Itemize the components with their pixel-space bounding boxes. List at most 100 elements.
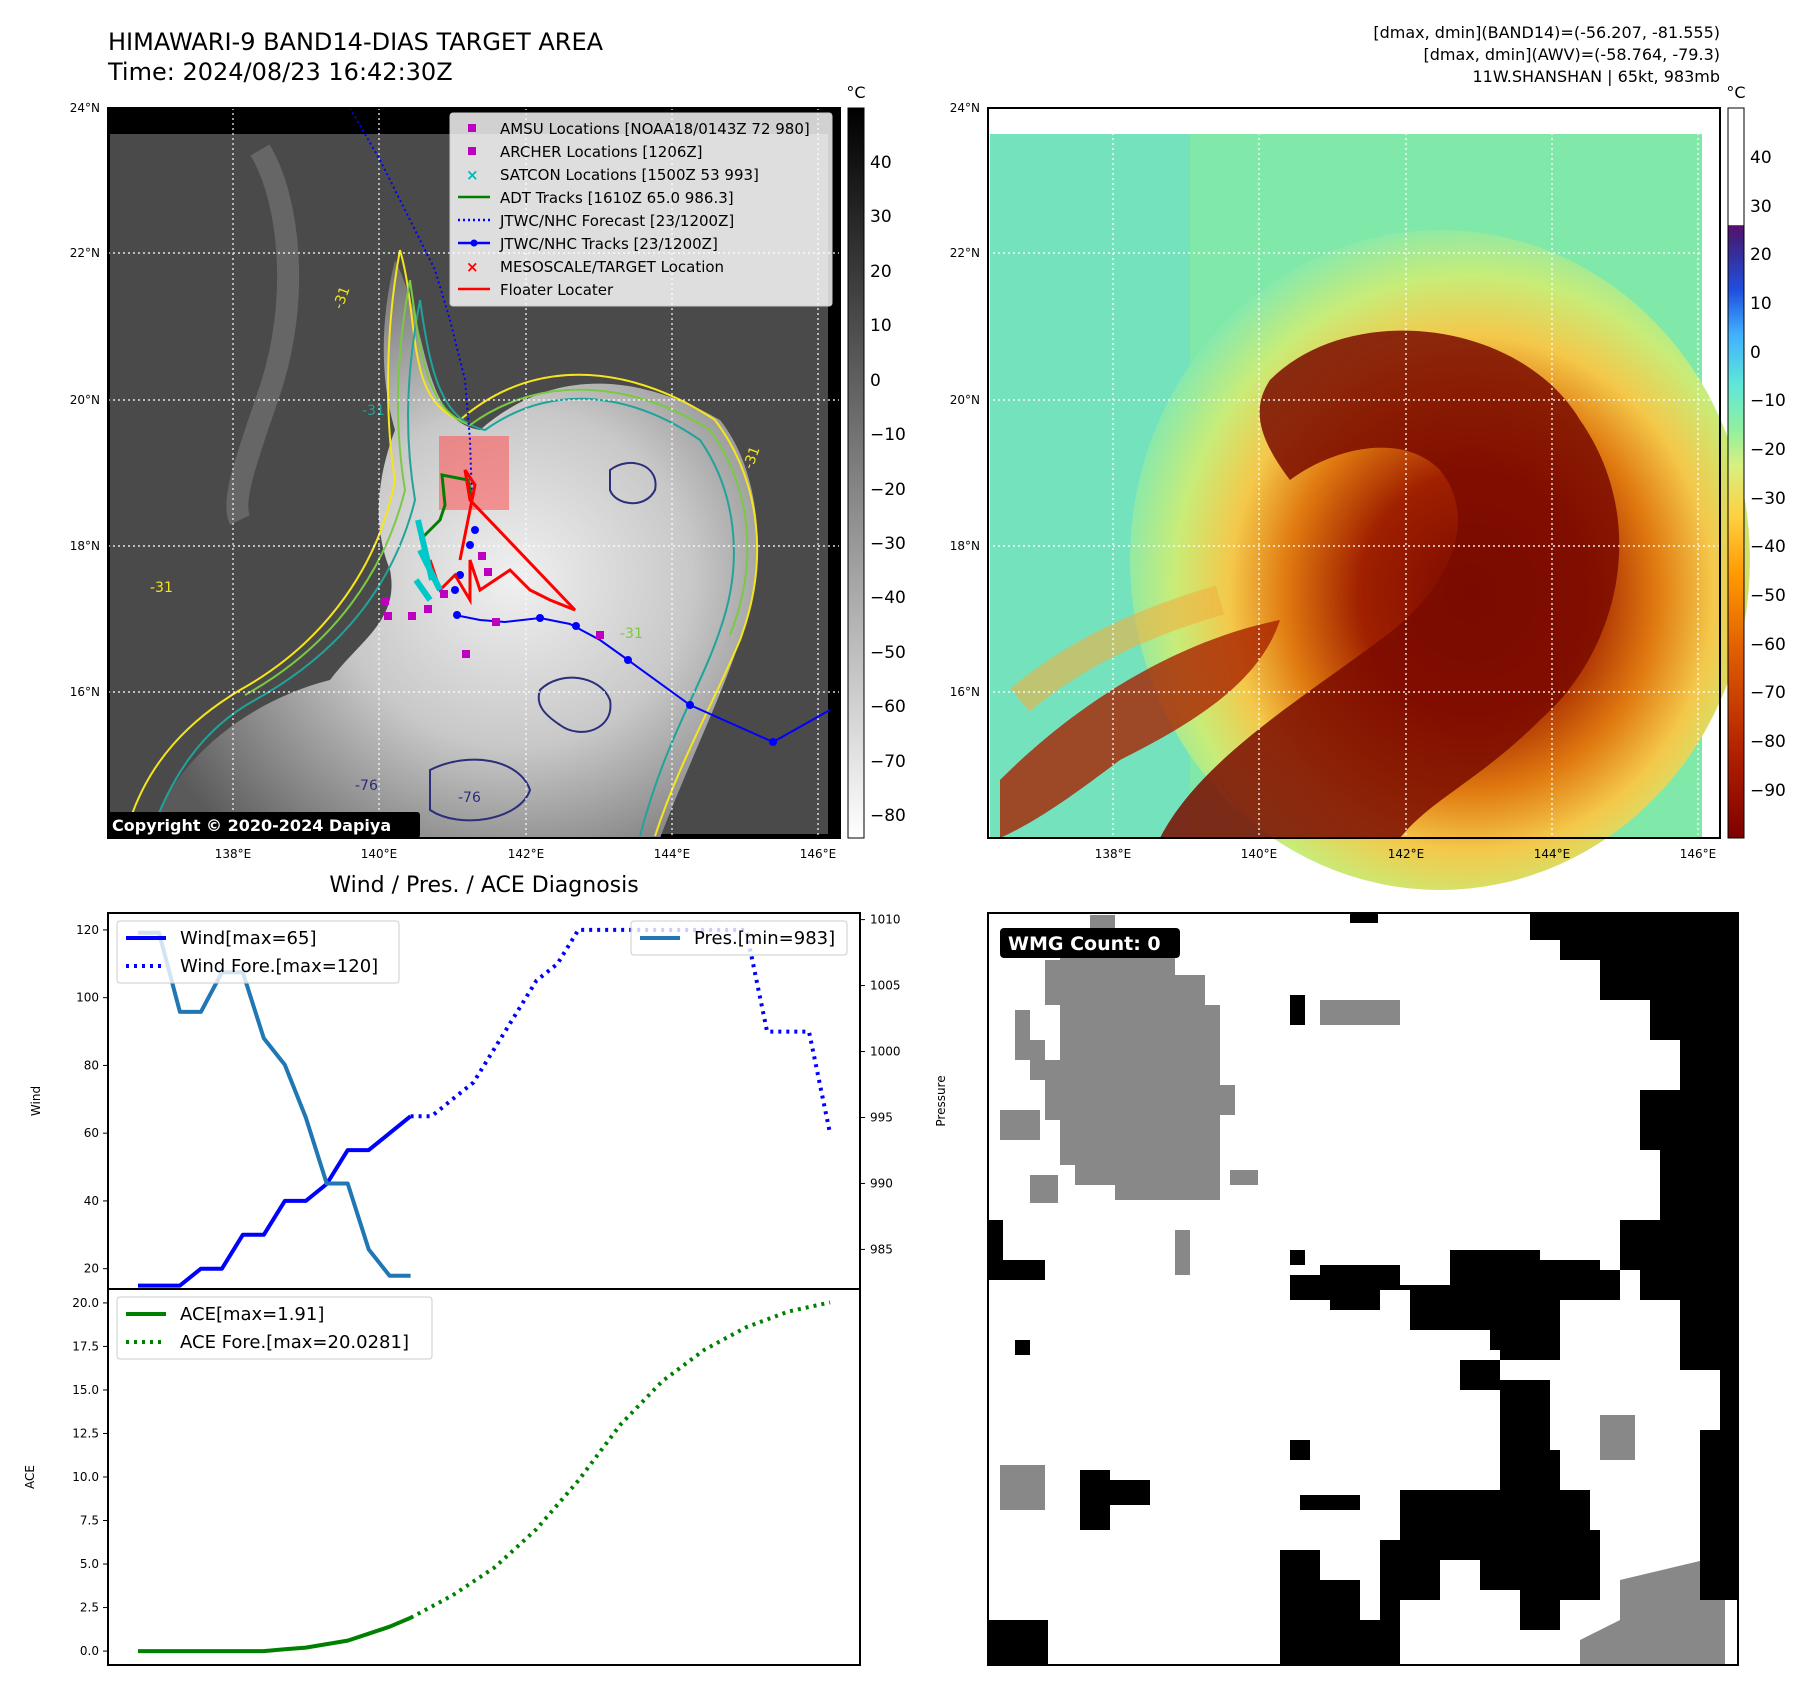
copyright-text: Copyright © 2020-2024 Dapiya: [112, 816, 391, 835]
wmg-count-label: WMG Count: 0: [1008, 933, 1161, 955]
contour-label: -31: [150, 580, 173, 596]
ir-lat-ticks: 24°N 22°N 20°N 18°N 16°N: [70, 101, 100, 699]
svg-text:18°N: 18°N: [950, 539, 980, 553]
pressure-ytick-label: 1010: [870, 913, 901, 927]
ir-colorbar: °C 40 30 20 10 0 −10 −20 −30 −40 −50 −60…: [846, 83, 906, 839]
legend-adt: ADT Tracks [1610Z 65.0 986.3]: [500, 189, 734, 207]
ace-ytick-label: 17.5: [72, 1339, 99, 1353]
svg-text:−90: −90: [1750, 781, 1786, 801]
wind-ytick-label: 100: [76, 991, 99, 1005]
svg-text:−50: −50: [1750, 586, 1786, 606]
svg-text:142°E: 142°E: [1388, 847, 1425, 861]
svg-text:−10: −10: [870, 425, 906, 445]
svg-text:24°N: 24°N: [950, 101, 980, 115]
wind-ytick-label: 20: [84, 1262, 99, 1276]
floater-track: [428, 469, 577, 612]
ace-ytick-label: 20.0: [72, 1296, 99, 1310]
ace-ytick-label: 12.5: [72, 1426, 99, 1440]
svg-text:−20: −20: [870, 480, 906, 500]
svg-text:138°E: 138°E: [215, 847, 252, 861]
pressure-ytick-label: 995: [870, 1110, 893, 1124]
jtwc-track-points: [451, 526, 777, 746]
svg-text:20°N: 20°N: [950, 393, 980, 407]
svg-text:22°N: 22°N: [950, 246, 980, 260]
awv-lon-ticks: 138°E 140°E 142°E 144°E 146°E: [1095, 847, 1717, 861]
ace-legend-forecast: ACE Fore.[max=20.0281]: [180, 1332, 409, 1353]
legend-forecast: JTWC/NHC Forecast [23/1200Z]: [499, 212, 734, 230]
amsu-archer-points: [381, 552, 604, 658]
svg-text:−60: −60: [870, 697, 906, 717]
svg-text:−10: −10: [1750, 391, 1786, 411]
ace-ytick-label: 7.5: [80, 1514, 99, 1528]
wind-legend: Wind[max=65] Wind Fore.[max=120]: [116, 920, 400, 984]
ace-legend-actual: ACE[max=1.91]: [180, 1304, 324, 1325]
contour-navy: [429, 461, 657, 822]
legend-archer-marker: [468, 147, 476, 155]
satcon-marks: [413, 519, 443, 602]
awv-colorbar: °C 40 30 20 10 0 −10 −20 −30 −40 −50 −60…: [1726, 83, 1786, 839]
ir-lon-ticks: 138°E 140°E 142°E 144°E 146°E: [215, 847, 837, 861]
ace-ylabel: ACE: [23, 1465, 37, 1489]
svg-text:30: 30: [1750, 197, 1772, 217]
svg-text:−30: −30: [1750, 489, 1786, 509]
svg-text:−60: −60: [1750, 635, 1786, 655]
svg-text:142°E: 142°E: [508, 847, 545, 861]
wmg-gray-regions: [1000, 913, 1725, 1665]
wmg-black-regions: [988, 913, 1738, 1665]
series-line-wind-forecast: [410, 927, 832, 1134]
jtwc-forecast-track: [349, 107, 473, 501]
wmg-panel: WMG Count: 0: [987, 912, 1739, 1666]
wind-ytick-label: 120: [76, 923, 99, 937]
map-legend: AMSU Locations [NOAA18/0143Z 72 980] ARC…: [449, 112, 833, 307]
svg-text:144°E: 144°E: [1534, 847, 1571, 861]
svg-text:20: 20: [870, 262, 892, 282]
svg-text:−50: −50: [870, 643, 906, 663]
legend-amsu-marker: [468, 124, 476, 132]
pressure-ytick-label: 990: [870, 1176, 893, 1190]
pressure-ytick-label: 1000: [870, 1045, 901, 1059]
svg-text:20: 20: [1750, 245, 1772, 265]
svg-text:140°E: 140°E: [1241, 847, 1278, 861]
title-line-1: HIMAWARI-9 BAND14-DIAS TARGET AREA: [108, 28, 604, 56]
legend-amsu: AMSU Locations [NOAA18/0143Z 72 980]: [500, 120, 810, 138]
svg-text:−70: −70: [1750, 683, 1786, 703]
ace-ytick-label: 2.5: [80, 1601, 99, 1615]
svg-text:−40: −40: [870, 588, 906, 608]
contour-label: -31: [362, 403, 385, 419]
copyright-box: [108, 812, 420, 838]
svg-text:−80: −80: [1750, 732, 1786, 752]
svg-text:40: 40: [1750, 148, 1772, 168]
awv-spiral-core: [1160, 330, 1620, 838]
svg-text:22°N: 22°N: [70, 246, 100, 260]
info-line-1: [dmax, dmin](BAND14)=(-56.207, -81.555): [1373, 23, 1720, 42]
legend-tracks: JTWC/NHC Tracks [23/1200Z]: [499, 235, 718, 253]
wind-legend-actual: Wind[max=65]: [180, 928, 317, 949]
contour-label: -31: [331, 284, 354, 311]
contour-label: -31: [741, 444, 764, 471]
pressure-ytick-label: 1005: [870, 979, 901, 993]
awv-lat-ticks: 24°N 22°N 20°N 18°N 16°N: [950, 101, 980, 699]
svg-text:40: 40: [870, 153, 892, 173]
info-line-3: 11W.SHANSHAN | 65kt, 983mb: [1472, 67, 1720, 86]
series-line-ace-forecast: [409, 1300, 831, 1620]
wind-ytick-label: 80: [84, 1058, 99, 1072]
svg-text:20°N: 20°N: [70, 393, 100, 407]
legend-target-marker: ×: [466, 258, 479, 276]
wind-ytick-label: 60: [84, 1126, 99, 1140]
svg-text:−70: −70: [870, 752, 906, 772]
ace-ytick-label: 5.0: [80, 1557, 99, 1571]
target-area-box: [439, 436, 509, 510]
pressure-legend-actual: Pres.[min=983]: [694, 928, 835, 949]
pressure-legend: Pres.[min=983]: [630, 920, 848, 956]
ace-panel: 0.0 2.5 5.0 7.5 10.0 12.5 15.0 17.5 20.0 ACE ACE…: [23, 1288, 861, 1666]
svg-text:140°E: 140°E: [361, 847, 398, 861]
svg-text:16°N: 16°N: [70, 685, 100, 699]
svg-text:−40: −40: [1750, 537, 1786, 557]
diag-title: Wind / Pres. / ACE Diagnosis: [329, 873, 638, 898]
series-line-pressure: [138, 930, 411, 1278]
svg-text:30: 30: [870, 207, 892, 227]
svg-text:0: 0: [870, 371, 881, 391]
contour-green: [244, 279, 749, 696]
info-line-2: [dmax, dmin](AWV)=(-58.764, -79.3): [1423, 45, 1720, 64]
